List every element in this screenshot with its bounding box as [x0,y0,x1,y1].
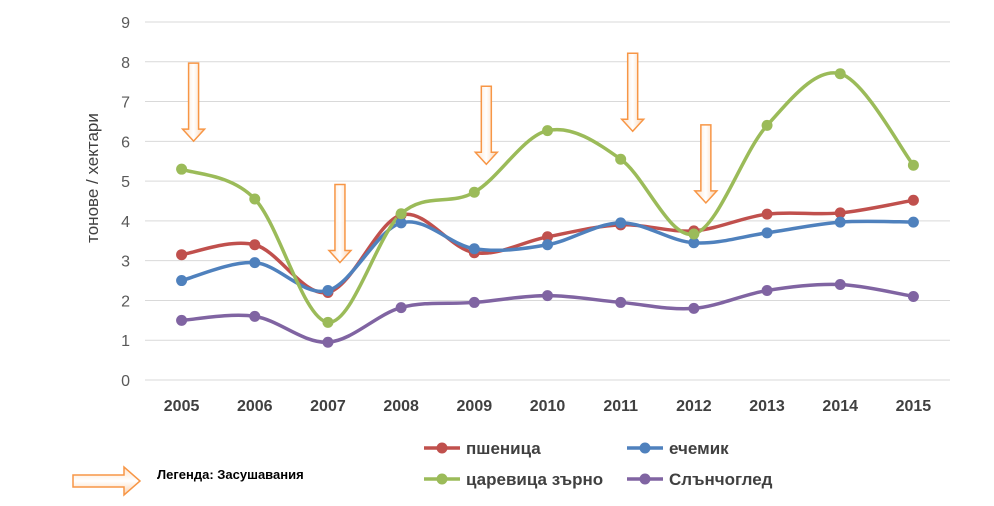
legend-marker-2 [639,442,651,454]
data-point-series-2 [542,239,553,251]
y-tick-label: 6 [121,134,130,151]
drought-legend: Легенда: Засушавания [72,465,304,497]
legend-marker-3 [436,473,448,485]
data-point-series-2 [395,217,407,229]
data-point-series-3 [834,68,846,80]
y-tick-label: 8 [121,55,130,72]
legend-label-1: пшеница [466,439,541,458]
data-point-series-4 [834,279,846,291]
data-point-series-1 [834,207,846,219]
x-tick-label: 2013 [749,398,785,415]
legend-marker-4 [639,473,651,485]
data-point-series-4 [761,285,773,296]
x-tick-label: 2011 [603,398,638,415]
legend-marker-1 [436,442,448,454]
data-point-series-2 [834,216,846,228]
y-tick-label: 0 [121,373,130,390]
drought-arrow-2012 [693,124,719,204]
data-point-series-4 [249,310,261,322]
data-point-series-3 [468,186,480,198]
y-tick-label: 2 [121,293,130,310]
y-axis-label: тонове / хектари [83,113,102,243]
data-point-series-4 [615,296,627,308]
data-point-series-3 [688,228,700,240]
drought-legend-arrow [72,465,142,497]
data-point-series-3 [395,208,407,220]
series-group [176,68,919,348]
data-point-series-4 [468,296,480,308]
series-line-2 [179,219,916,294]
data-point-series-3 [249,193,261,205]
legend-label-3: царевица зърно [466,470,603,489]
legend-label-2: ечемик [669,439,729,458]
x-tick-label: 2008 [383,398,419,415]
series-line-1 [179,198,916,295]
data-point-series-1 [761,208,773,220]
data-point-series-1 [249,239,261,251]
data-point-series-2 [761,227,773,239]
data-point-series-3 [542,125,553,137]
data-point-series-1 [542,231,553,243]
y-tick-label: 3 [121,254,130,271]
data-point-series-4 [542,290,553,302]
y-tick-label: 9 [121,15,130,32]
data-point-series-2 [468,243,480,255]
y-tick-label: 1 [121,333,130,350]
gridlines [145,21,950,381]
data-point-series-4 [395,302,407,314]
data-point-series-2 [615,217,627,229]
legend: пшеница ечемик царевица зърно Слънчоглед [424,439,773,489]
x-tick-label: 2006 [237,398,273,415]
x-tick-label: 2009 [457,398,493,415]
data-point-series-4 [176,314,188,326]
drought-arrows [180,52,719,264]
drought-arrow-2009 [473,85,500,166]
data-point-series-2 [249,257,261,269]
data-point-series-2 [322,285,334,296]
data-point-series-3 [322,316,334,328]
data-point-series-4 [322,336,334,348]
drought-arrow-2005 [180,62,207,143]
drought-legend-text: Легенда: Засушавания [157,467,304,482]
legend-label-4: Слънчоглед [669,470,773,489]
y-tick-label: 5 [121,174,130,191]
drought-arrow-2011 [619,52,646,133]
data-point-series-3 [176,163,188,175]
y-axis-ticks: 0 1 2 3 4 5 6 7 8 9 [121,15,130,390]
data-point-series-2 [907,216,919,228]
data-point-series-2 [688,237,700,249]
data-point-series-4 [688,302,700,314]
y-tick-label: 7 [121,95,130,112]
x-tick-label: 2012 [676,398,712,415]
data-point-series-3 [615,153,627,165]
x-axis-ticks: 2005 2006 2007 2008 2009 2010 2011 2012 2013 2014… [164,398,932,415]
data-point-series-3 [907,159,919,171]
x-tick-label: 2014 [822,398,858,415]
drought-arrow-2007 [327,183,353,264]
data-point-series-1 [176,249,188,261]
y-tick-label: 4 [121,214,130,231]
x-tick-label: 2007 [310,398,346,415]
data-point-series-1 [907,194,919,206]
data-point-series-2 [176,275,188,287]
data-point-series-4 [907,290,919,302]
x-tick-label: 2015 [896,398,932,415]
x-tick-label: 2005 [164,398,200,415]
data-point-series-3 [761,119,773,131]
x-tick-label: 2010 [530,398,566,415]
